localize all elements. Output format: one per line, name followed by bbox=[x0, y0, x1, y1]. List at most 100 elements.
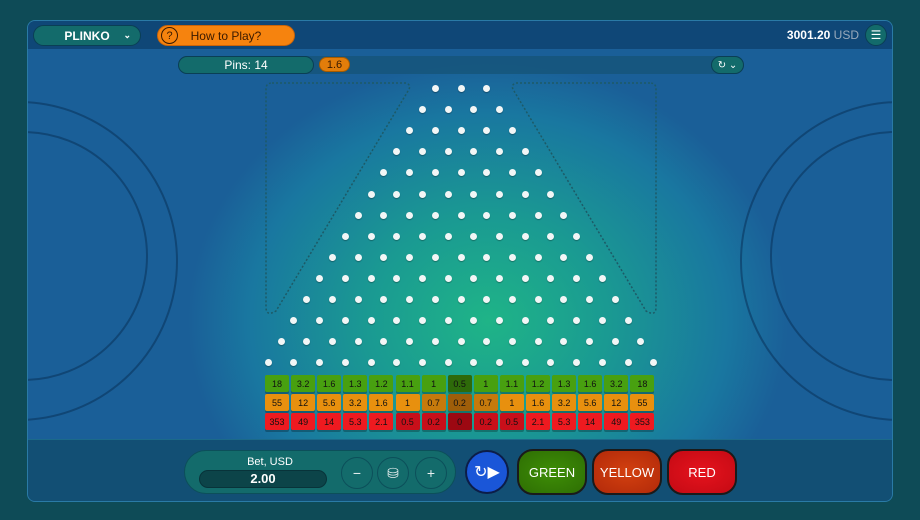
peg bbox=[457, 85, 465, 92]
coins-button[interactable]: ⛁ bbox=[377, 457, 409, 489]
peg bbox=[431, 296, 439, 303]
bottom-controls: Bet, USD 2.00 − ⛁ + ↻▶ GREEN YELLOW RED bbox=[28, 439, 892, 501]
plinko-board: 18 3.2 1.6 1.3 1.2 1.1 1 0.5 1 1.1 1.2 1.3 1.6 3.2 18 5… bbox=[28, 21, 892, 501]
yellow-multiplier: 0.7 bbox=[421, 394, 446, 412]
peg bbox=[483, 169, 491, 177]
peg bbox=[341, 359, 349, 367]
peg bbox=[277, 338, 285, 346]
peg bbox=[496, 274, 504, 282]
green-multiplier: 18 bbox=[630, 375, 655, 392]
bet-label: Bet, USD bbox=[247, 456, 293, 468]
autoplay-button[interactable]: ↻▶ bbox=[465, 450, 509, 494]
peg bbox=[560, 296, 568, 303]
green-button[interactable]: GREEN bbox=[517, 449, 587, 495]
red-label: RED bbox=[688, 464, 716, 480]
game-select[interactable]: PLINKO ⌄ bbox=[33, 25, 141, 46]
peg bbox=[547, 232, 555, 240]
peg bbox=[586, 338, 593, 346]
peg bbox=[598, 359, 606, 367]
peg bbox=[470, 317, 478, 325]
peg bbox=[496, 148, 504, 156]
peg bbox=[316, 317, 324, 325]
peg bbox=[521, 148, 529, 156]
history-button[interactable]: ↻ ⌄ bbox=[711, 56, 744, 74]
peg bbox=[393, 359, 401, 367]
how-to-play-button[interactable]: ? How to Play? bbox=[157, 25, 295, 46]
red-button[interactable]: RED bbox=[667, 449, 737, 495]
balance: 3001.20 USD bbox=[787, 28, 859, 42]
peg bbox=[457, 127, 465, 135]
red-multiplier: 49 bbox=[604, 413, 629, 431]
red-multiplier: 0 bbox=[447, 413, 472, 431]
peg bbox=[329, 338, 336, 346]
yellow-multiplier: 0.2 bbox=[447, 394, 472, 412]
peg bbox=[329, 253, 336, 261]
peg bbox=[367, 359, 375, 367]
peg bbox=[521, 232, 529, 240]
board-guides bbox=[265, 82, 657, 314]
peg bbox=[586, 296, 593, 303]
green-multiplier: 18 bbox=[265, 375, 289, 392]
peg bbox=[598, 274, 606, 282]
peg bbox=[380, 296, 388, 303]
yellow-multiplier: 1.6 bbox=[526, 394, 550, 412]
yellow-multiplier: 1.6 bbox=[369, 394, 394, 412]
red-multiplier: 353 bbox=[630, 413, 655, 431]
yellow-multiplier: 0.7 bbox=[473, 394, 498, 412]
peg bbox=[534, 296, 542, 303]
peg bbox=[303, 296, 311, 303]
peg bbox=[521, 190, 529, 198]
peg bbox=[496, 359, 504, 367]
peg bbox=[431, 85, 439, 92]
green-multiplier: 0.5 bbox=[447, 375, 472, 392]
peg bbox=[393, 148, 401, 156]
menu-button[interactable]: ☰ bbox=[865, 24, 887, 46]
pins-selector[interactable]: Pins: 14 bbox=[178, 56, 314, 74]
peg bbox=[303, 338, 311, 346]
peg bbox=[470, 148, 478, 156]
peg bbox=[508, 253, 516, 261]
how-to-play-label: How to Play? bbox=[190, 28, 262, 43]
peg bbox=[380, 338, 388, 346]
peg bbox=[624, 317, 632, 325]
peg bbox=[547, 274, 555, 282]
peg bbox=[329, 296, 336, 303]
peg bbox=[418, 317, 426, 325]
bet-panel: Bet, USD 2.00 − ⛁ + bbox=[184, 450, 456, 494]
green-multiplier: 1.2 bbox=[369, 375, 394, 392]
peg bbox=[534, 211, 542, 219]
peg bbox=[650, 359, 658, 367]
peg bbox=[406, 253, 414, 261]
peg bbox=[470, 274, 478, 282]
peg bbox=[406, 296, 414, 303]
increase-bet-button[interactable]: + bbox=[415, 457, 447, 489]
autoplay-icon: ↻▶ bbox=[474, 464, 500, 481]
game-name: PLINKO bbox=[64, 28, 110, 43]
red-multiplier: 5.3 bbox=[343, 413, 368, 431]
peg bbox=[418, 190, 426, 198]
peg bbox=[341, 232, 349, 240]
peg bbox=[508, 127, 516, 135]
peg bbox=[393, 232, 401, 240]
peg bbox=[406, 169, 414, 177]
peg bbox=[496, 317, 504, 325]
peg bbox=[354, 211, 362, 219]
peg bbox=[393, 317, 401, 325]
peg bbox=[508, 169, 516, 177]
peg bbox=[431, 169, 439, 177]
peg bbox=[341, 317, 349, 325]
yellow-button[interactable]: YELLOW bbox=[592, 449, 662, 495]
red-multiplier: 14 bbox=[578, 413, 603, 431]
decrease-bet-button[interactable]: − bbox=[341, 457, 373, 489]
peg bbox=[586, 253, 593, 261]
peg bbox=[483, 253, 491, 261]
peg bbox=[367, 317, 375, 325]
bet-input[interactable]: 2.00 bbox=[199, 470, 327, 488]
peg bbox=[393, 274, 401, 282]
green-multiplier: 1.3 bbox=[343, 375, 368, 392]
peg bbox=[354, 296, 362, 303]
peg bbox=[560, 338, 568, 346]
yellow-multiplier: 12 bbox=[291, 394, 316, 412]
red-multiplier: 0.2 bbox=[421, 413, 446, 431]
peg bbox=[444, 274, 452, 282]
